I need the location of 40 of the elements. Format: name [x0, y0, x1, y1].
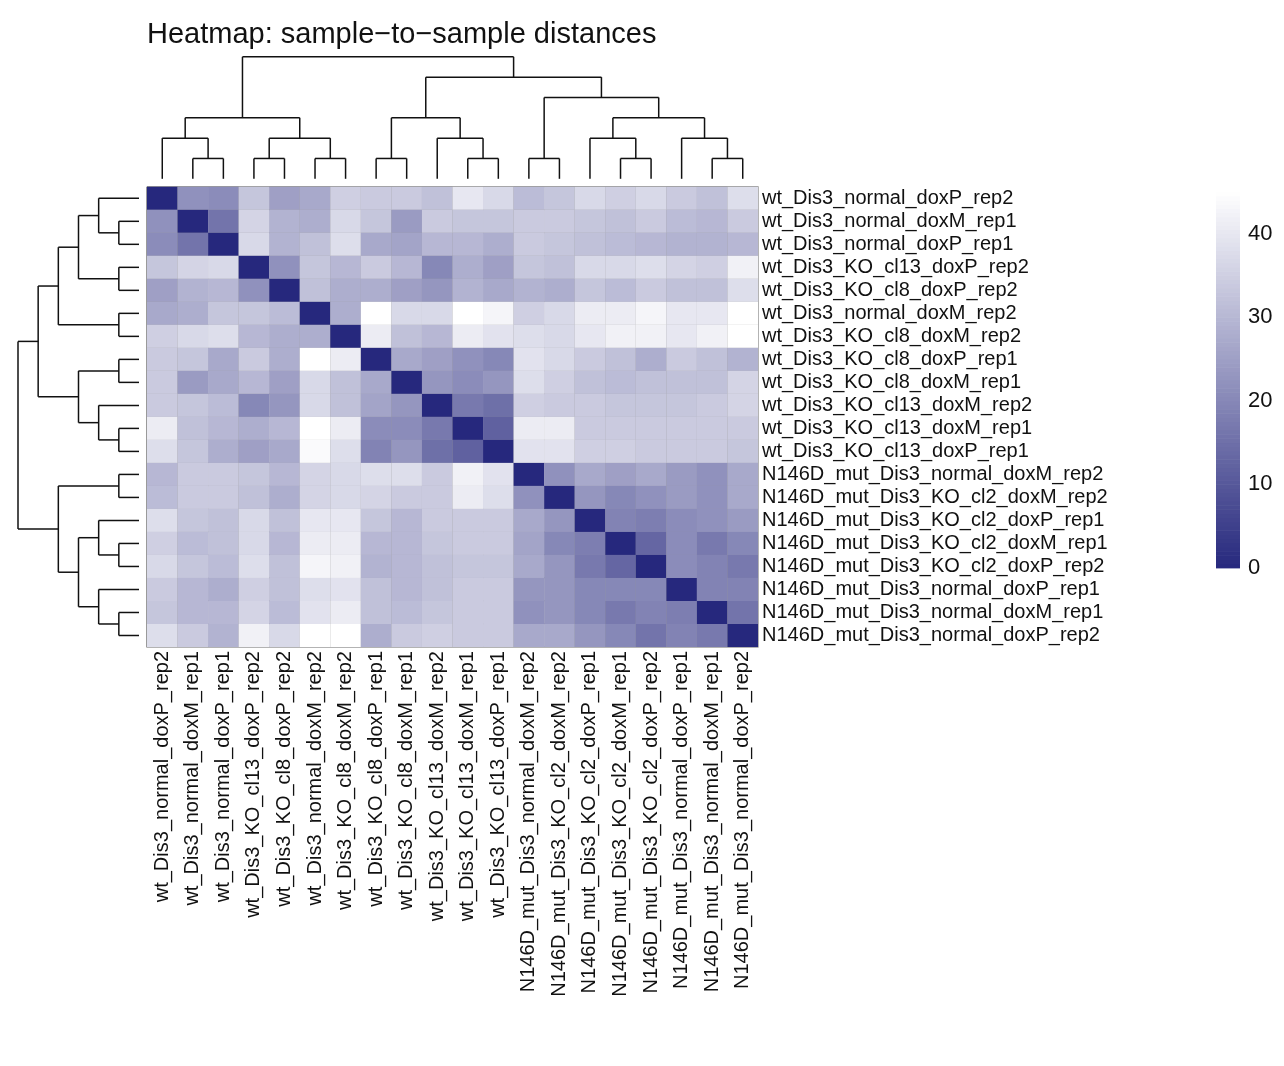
- x-tick-label: wt_Dis3_KO_cl13_doxM_rep1: [455, 651, 479, 923]
- y-tick-label: wt_Dis3_KO_cl13_doxM_rep1: [761, 415, 1033, 439]
- color-bar-label: 10: [1248, 470, 1273, 496]
- y-tick-label: N146D_mut_Dis3_normal_doxM_rep2: [762, 461, 1104, 485]
- x-tick-label: wt_Dis3_KO_cl13_doxP_rep1: [485, 651, 509, 919]
- y-tick-label: wt_Dis3_KO_cl8_doxP_rep1: [761, 346, 1018, 370]
- y-tick-label: N146D_mut_Dis3_normal_doxP_rep2: [762, 623, 1100, 647]
- x-tick-label: N146D_mut_Dis3_normal_doxM_rep2: [516, 651, 540, 993]
- y-tick-label: wt_Dis3_normal_doxP_rep1: [761, 231, 1014, 255]
- y-tick-label: wt_Dis3_normal_doxM_rep1: [761, 208, 1017, 232]
- y-tick-label: wt_Dis3_normal_doxP_rep2: [761, 185, 1014, 209]
- y-tick-label: wt_Dis3_KO_cl8_doxP_rep2: [761, 277, 1018, 301]
- y-tick-label: N146D_mut_Dis3_KO_cl2_doxM_rep2: [762, 484, 1108, 508]
- chart-title: Heatmap: sample−to−sample distances: [147, 17, 657, 50]
- y-tick-label: N146D_mut_Dis3_normal_doxM_rep1: [762, 600, 1104, 623]
- color-bar-label: 40: [1248, 219, 1273, 245]
- x-tick-label: wt_Dis3_normal_doxP_rep2: [149, 651, 173, 904]
- x-tick-label: wt_Dis3_normal_doxP_rep1: [210, 651, 234, 904]
- x-tick-label: N146D_mut_Dis3_KO_cl2_doxM_rep2: [546, 651, 570, 997]
- color-bar-label: 30: [1248, 303, 1273, 329]
- y-tick-label: N146D_mut_Dis3_normal_doxP_rep1: [762, 576, 1100, 600]
- x-tick-label: wt_Dis3_KO_cl13_doxP_rep2: [241, 651, 265, 919]
- y-tick-label: wt_Dis3_KO_cl13_doxP_rep1: [761, 438, 1029, 462]
- x-tick-label: wt_Dis3_KO_cl8_doxP_rep2: [271, 651, 295, 908]
- y-tick-label: wt_Dis3_KO_cl8_doxM_rep2: [761, 323, 1022, 347]
- y-tick-label: N146D_mut_Dis3_KO_cl2_doxP_rep1: [762, 507, 1105, 531]
- x-tick-label: wt_Dis3_normal_doxM_rep2: [302, 651, 326, 907]
- y-tick-label: N146D_mut_Dis3_KO_cl2_doxM_rep1: [762, 530, 1108, 554]
- x-tick-label: wt_Dis3_KO_cl8_doxP_rep1: [363, 651, 387, 908]
- y-tick-label: wt_Dis3_KO_cl13_doxM_rep2: [761, 392, 1033, 416]
- y-tick-label: wt_Dis3_KO_cl13_doxP_rep2: [761, 254, 1029, 278]
- x-tick-label: wt_Dis3_KO_cl8_doxM_rep2: [333, 651, 357, 912]
- x-tick-label: wt_Dis3_KO_cl13_doxM_rep2: [424, 651, 448, 923]
- color-bar-label: 20: [1248, 386, 1273, 412]
- color-bar-label: 0: [1248, 553, 1261, 579]
- y-tick-label: N146D_mut_Dis3_KO_cl2_doxP_rep2: [762, 553, 1105, 577]
- x-tick-label: wt_Dis3_normal_doxM_rep1: [180, 651, 204, 907]
- y-tick-label: wt_Dis3_normal_doxM_rep2: [761, 300, 1017, 324]
- y-tick-label: wt_Dis3_KO_cl8_doxM_rep1: [761, 369, 1022, 393]
- x-tick-label: wt_Dis3_KO_cl8_doxM_rep1: [394, 651, 418, 912]
